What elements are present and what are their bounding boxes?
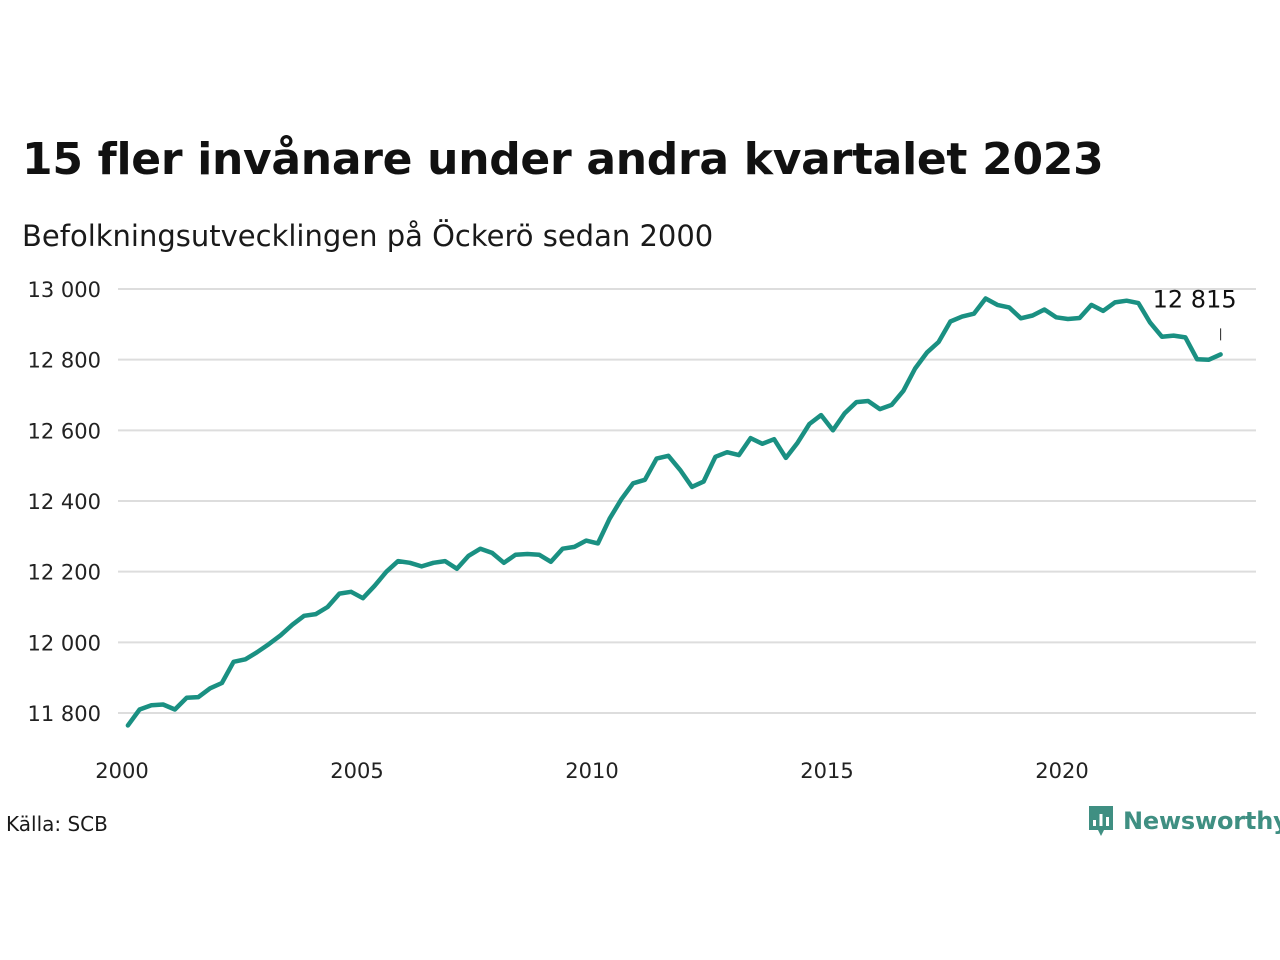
y-tick-label: 12 600 [28,419,101,443]
newsworthy-logo-icon [1089,806,1113,836]
x-tick-label: 2015 [800,759,853,783]
brand-name: Newsworthy [1123,807,1280,835]
y-tick-label: 11 800 [28,702,101,726]
x-axis-labels: 2000 2005 2010 2015 2020 [95,759,1088,783]
series-line [125,296,1223,728]
y-tick-label: 12 000 [28,631,101,655]
chart-title: 15 fler invånare under andra kvartalet 2… [22,134,1104,185]
x-tick-label: 2000 [95,759,148,783]
y-tick-label: 12 800 [28,349,101,373]
y-tick-label: 13 000 [28,278,101,302]
brand-logo: Newsworthy [1087,803,1280,839]
y-tick-label: 12 400 [28,490,101,514]
y-axis-labels: 11 800 12 000 12 200 12 400 12 600 12 800 13 0… [28,278,101,726]
x-tick-label: 2020 [1035,759,1088,783]
y-tick-label: 12 200 [28,561,101,585]
source-note: Källa: SCB [6,812,108,836]
x-tick-label: 2010 [565,759,618,783]
x-tick-label: 2005 [330,759,383,783]
chart-subtitle: Befolkningsutvecklingen på Öckerö sedan … [22,219,714,253]
end-value-label: 12 815 [1153,285,1237,313]
gridlines [118,288,1256,714]
end-annotation: 12 815 [1153,285,1237,341]
series-group [125,296,1223,728]
